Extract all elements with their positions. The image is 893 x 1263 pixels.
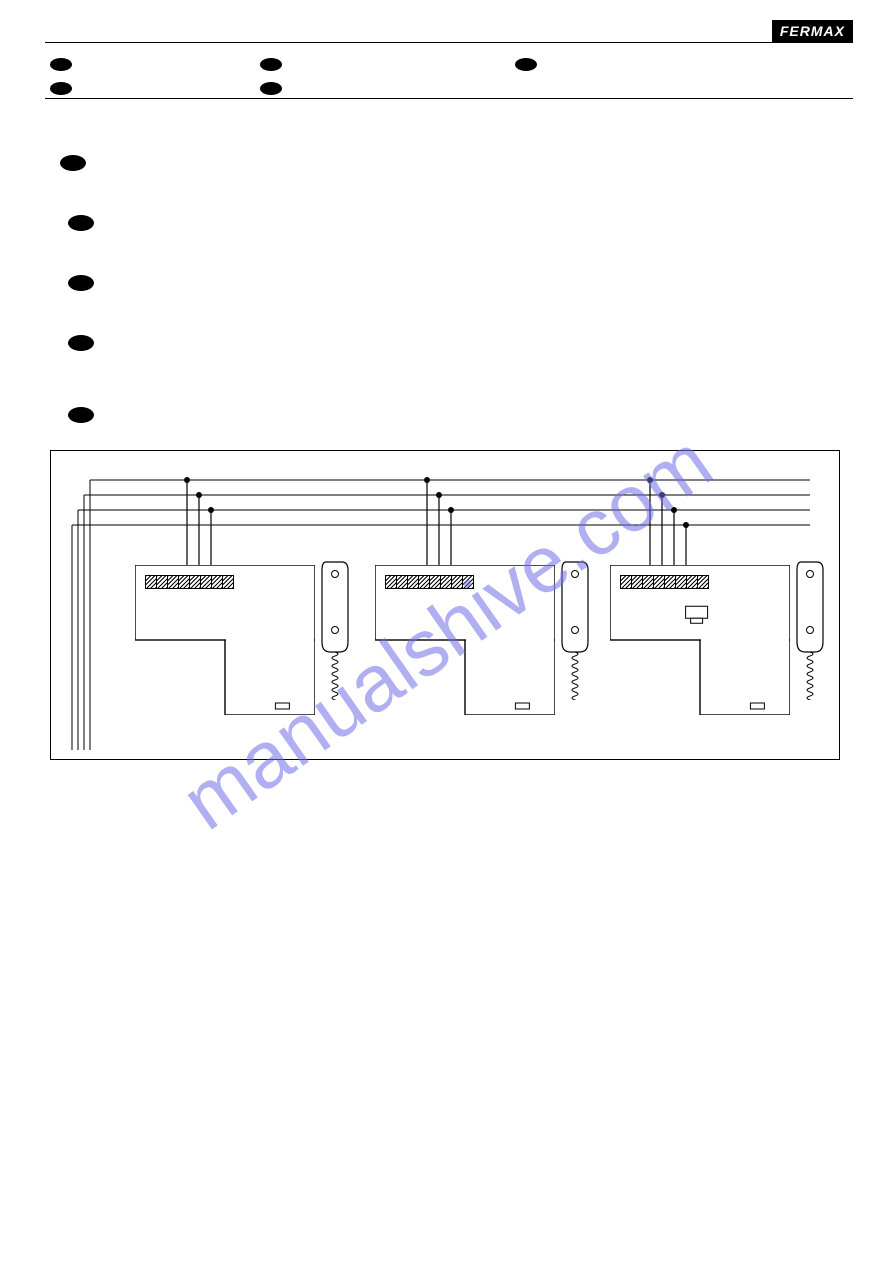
screw-terminal — [222, 575, 234, 589]
terminal-block — [145, 575, 233, 594]
header-bullet — [260, 82, 282, 95]
terminal-block — [620, 575, 708, 594]
list-bullet — [60, 155, 86, 171]
terminal-block — [385, 575, 473, 594]
list-bullet — [68, 275, 94, 291]
header-bullet — [260, 58, 282, 71]
intercom-module — [375, 565, 555, 715]
handset-icon — [318, 560, 358, 700]
header-bullet — [50, 58, 72, 71]
brand-logo: FERMAX — [772, 20, 853, 42]
screw-terminal — [697, 575, 709, 589]
page-root: FERMAX manualshive.com — [0, 0, 893, 1263]
handset-icon — [558, 560, 598, 700]
list-bullet — [68, 335, 94, 351]
intercom-module — [610, 565, 790, 715]
header-divider — [45, 42, 853, 43]
screw-terminal — [462, 575, 474, 589]
header-bullet — [50, 82, 72, 95]
header-bottom-divider — [45, 98, 853, 99]
header-bullet — [515, 58, 537, 71]
list-bullet — [68, 407, 94, 423]
list-bullet — [68, 215, 94, 231]
intercom-module — [135, 565, 315, 715]
handset-icon — [793, 560, 833, 700]
